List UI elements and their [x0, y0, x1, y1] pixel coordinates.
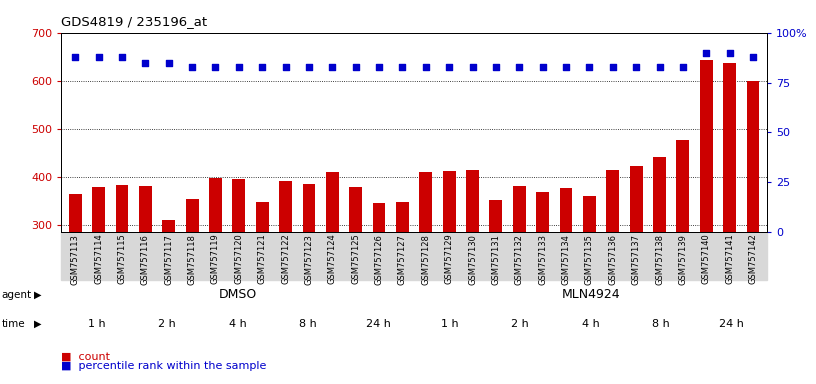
- Bar: [279, 181, 292, 369]
- Text: ■  percentile rank within the sample: ■ percentile rank within the sample: [61, 361, 267, 371]
- Bar: [583, 196, 596, 369]
- Text: 2 h: 2 h: [511, 319, 529, 329]
- Bar: [349, 187, 362, 369]
- Text: time: time: [2, 319, 25, 329]
- Text: 2 h: 2 h: [158, 319, 176, 329]
- Text: 1 h: 1 h: [441, 319, 459, 329]
- Bar: [116, 185, 128, 369]
- Bar: [303, 184, 315, 369]
- Bar: [723, 63, 736, 369]
- Bar: [560, 188, 573, 369]
- Bar: [653, 157, 666, 369]
- Text: GDS4819 / 235196_at: GDS4819 / 235196_at: [61, 15, 207, 28]
- Bar: [162, 220, 175, 369]
- Point: [653, 63, 666, 70]
- Bar: [233, 179, 246, 369]
- Text: 24 h: 24 h: [366, 319, 391, 329]
- Bar: [700, 60, 712, 369]
- Bar: [255, 202, 268, 369]
- Point: [373, 63, 386, 70]
- Bar: [676, 141, 690, 369]
- Point: [606, 63, 619, 70]
- Bar: [536, 192, 549, 369]
- Bar: [186, 199, 198, 369]
- Point: [419, 63, 432, 70]
- Text: DMSO: DMSO: [219, 288, 257, 301]
- Point: [115, 53, 128, 60]
- Bar: [92, 187, 105, 369]
- Text: agent: agent: [2, 290, 32, 300]
- Text: 1 h: 1 h: [87, 319, 105, 329]
- Point: [349, 63, 362, 70]
- Point: [490, 63, 503, 70]
- Bar: [373, 204, 385, 369]
- Point: [583, 63, 596, 70]
- Point: [442, 63, 455, 70]
- Point: [303, 63, 316, 70]
- Point: [512, 63, 526, 70]
- Text: 8 h: 8 h: [299, 319, 317, 329]
- Point: [560, 63, 573, 70]
- Text: 24 h: 24 h: [720, 319, 744, 329]
- Bar: [139, 186, 152, 369]
- Point: [279, 63, 292, 70]
- Bar: [630, 166, 642, 369]
- Point: [92, 53, 105, 60]
- Text: 8 h: 8 h: [652, 319, 670, 329]
- Point: [466, 63, 479, 70]
- Point: [162, 60, 175, 66]
- Point: [723, 50, 736, 56]
- Point: [747, 53, 760, 60]
- Text: ▶: ▶: [34, 290, 42, 300]
- Bar: [69, 194, 82, 369]
- Point: [396, 63, 409, 70]
- Bar: [396, 202, 409, 369]
- Bar: [466, 170, 479, 369]
- Bar: [606, 170, 619, 369]
- Bar: [747, 81, 760, 369]
- Text: ▶: ▶: [34, 319, 42, 329]
- Text: 4 h: 4 h: [228, 319, 246, 329]
- Bar: [513, 186, 526, 369]
- Point: [255, 63, 268, 70]
- Bar: [326, 172, 339, 369]
- Point: [676, 63, 690, 70]
- Point: [233, 63, 246, 70]
- Text: MLN4924: MLN4924: [561, 288, 620, 301]
- Point: [69, 53, 82, 60]
- Bar: [443, 171, 455, 369]
- Bar: [490, 200, 503, 369]
- Bar: [419, 172, 432, 369]
- Text: 4 h: 4 h: [582, 319, 600, 329]
- Point: [700, 50, 713, 56]
- Bar: [209, 178, 222, 369]
- Point: [326, 63, 339, 70]
- Point: [536, 63, 549, 70]
- Point: [630, 63, 643, 70]
- Point: [209, 63, 222, 70]
- Text: ■  count: ■ count: [61, 352, 110, 362]
- Point: [139, 60, 152, 66]
- Point: [185, 63, 198, 70]
